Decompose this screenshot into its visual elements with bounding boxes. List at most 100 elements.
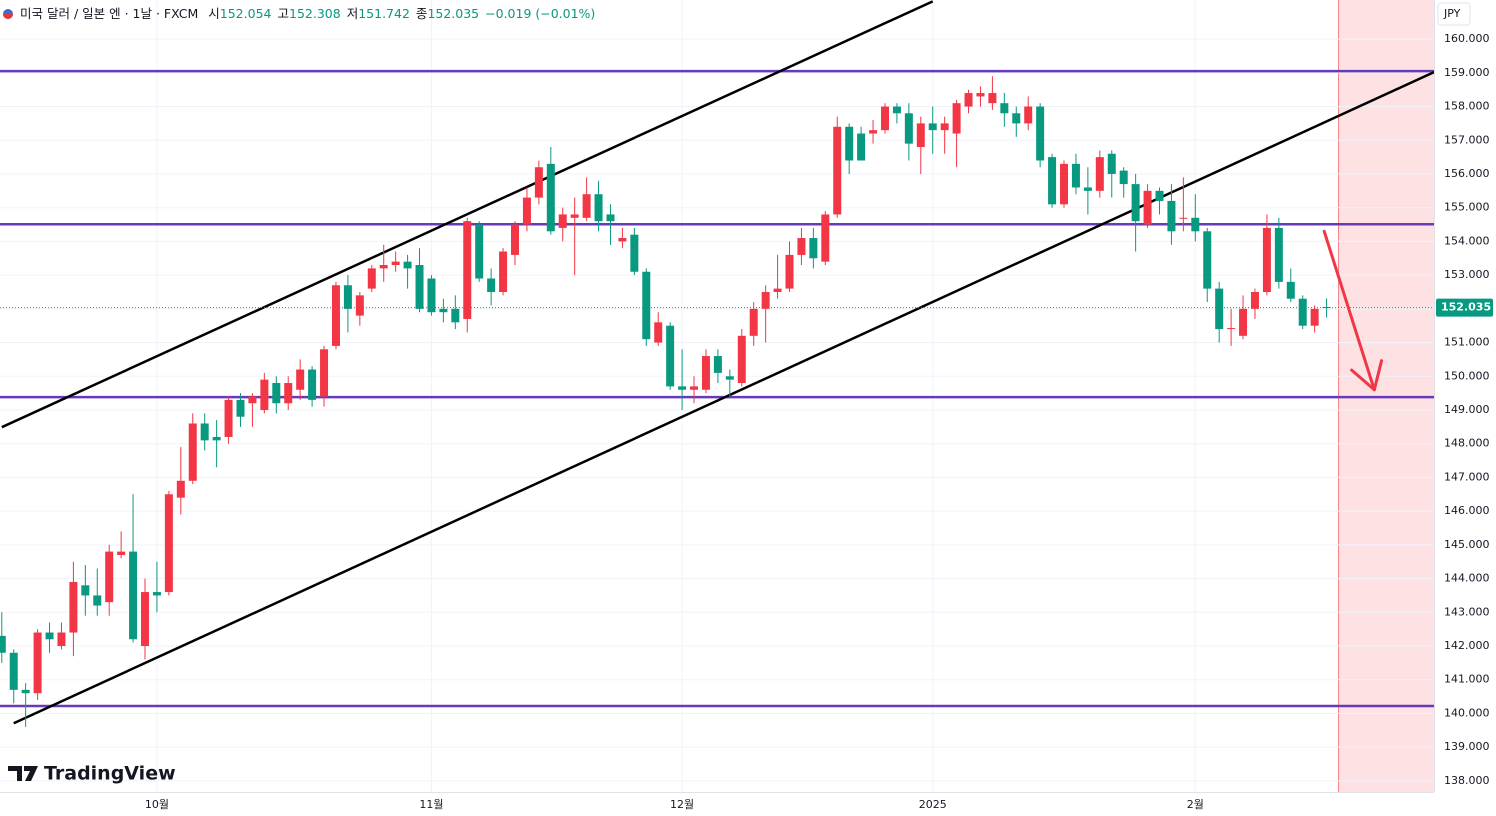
currency[interactable]: JPY [1443,7,1461,20]
candle-body [343,285,352,309]
y-tick-label: 140.000 [1444,706,1490,719]
candle-body [1310,308,1319,326]
candle-body [391,261,400,266]
ohlc-value: 152.054 [220,6,272,21]
candle-body [1239,308,1248,336]
x-tick-label: 2월 [1187,798,1204,811]
y-tick-label: 138.000 [1444,774,1490,787]
candle-body [272,383,281,404]
candle-body [1215,288,1224,330]
candle-body [809,238,818,259]
candle-body [212,436,221,441]
y-tick-label: 148.000 [1444,437,1490,450]
candle-body [1191,217,1200,232]
candle-body [749,308,758,336]
candle-body [1274,227,1283,282]
candle-body [1155,190,1164,201]
candle-body [701,356,710,390]
watermark-text: TradingView [44,763,176,785]
candle-body [546,163,555,232]
y-tick-label: 146.000 [1444,504,1490,517]
ohlc-label: 시 [208,6,220,21]
candle-body [558,214,567,228]
y-tick-label: 144.000 [1444,572,1490,585]
candle-body [487,278,496,292]
arrow-shaft [1322,229,1376,392]
y-tick-label: 143.000 [1444,605,1490,618]
candle-body [1262,227,1271,292]
candle-body [81,585,90,596]
candle-body [534,167,543,198]
candle-body [940,123,949,131]
candle-body [260,379,269,410]
candle-body [522,197,531,225]
y-tick-label: 159.000 [1444,66,1490,79]
candle-body [1179,217,1188,219]
ohlc-value: 151.742 [358,6,410,21]
candle-body [224,399,233,437]
candle-body [236,399,245,417]
candle-body [594,194,603,222]
candle-body [773,288,782,292]
candle-body [1048,157,1057,205]
y-tick-label: 147.000 [1444,470,1490,483]
ohlc-value: 152.035 [427,6,479,21]
currency-button[interactable] [1437,2,1471,26]
y-tick-label: 149.000 [1444,403,1490,416]
candle-body [713,356,722,373]
candle-body [964,93,973,107]
candle-body [129,551,138,640]
candle-body [630,234,639,272]
candle-body [1083,187,1092,191]
candle-body [976,93,985,97]
y-tick-label: 154.000 [1444,234,1490,247]
candle-body [1227,328,1236,330]
candle-body [403,261,412,269]
candle-body [928,123,937,131]
candle-body [1024,106,1033,124]
candle-body [427,278,436,313]
candle-body [320,349,329,397]
candle-body [9,652,18,690]
arrow-head [1350,359,1384,392]
change: −0.019 (−0.01%) [485,6,595,21]
candle-body [367,268,376,289]
y-tick-label: 158.000 [1444,100,1490,113]
trend-line [1,0,934,429]
candle-body [988,93,997,104]
last-price-label: 152.035 [1441,301,1491,314]
candle-body [141,592,150,647]
candle-body [69,581,78,633]
y-tick-label: 160.000 [1444,32,1490,45]
y-tick-label: 142.000 [1444,639,1490,652]
watermark: TradingView [8,763,176,785]
candle-body [499,251,508,292]
candle-body [845,126,854,161]
x-tick-label: 12월 [670,798,694,811]
candle-body [1203,231,1212,289]
candle-body [618,238,627,242]
candle-body [33,632,42,694]
candle-body [451,308,460,323]
candle-body [45,632,54,640]
y-tick-label: 145.000 [1444,538,1490,551]
candle-body [797,238,806,255]
candle-body [833,126,842,215]
candle-body [415,265,424,309]
candle-body [200,423,209,441]
plot-area [0,0,1434,792]
y-tick-label: 139.000 [1444,740,1490,753]
candle-body [93,595,102,606]
ohlc-label: 고 [277,6,289,21]
candle-body [1167,200,1176,232]
candle-body [737,335,746,384]
candle-body [1322,307,1331,309]
candle-body [904,113,913,144]
candle-body [1071,163,1080,188]
y-tick-label: 141.000 [1444,673,1490,686]
candle-body [463,221,472,319]
candle-body [1036,106,1045,161]
candle-body [188,423,197,481]
